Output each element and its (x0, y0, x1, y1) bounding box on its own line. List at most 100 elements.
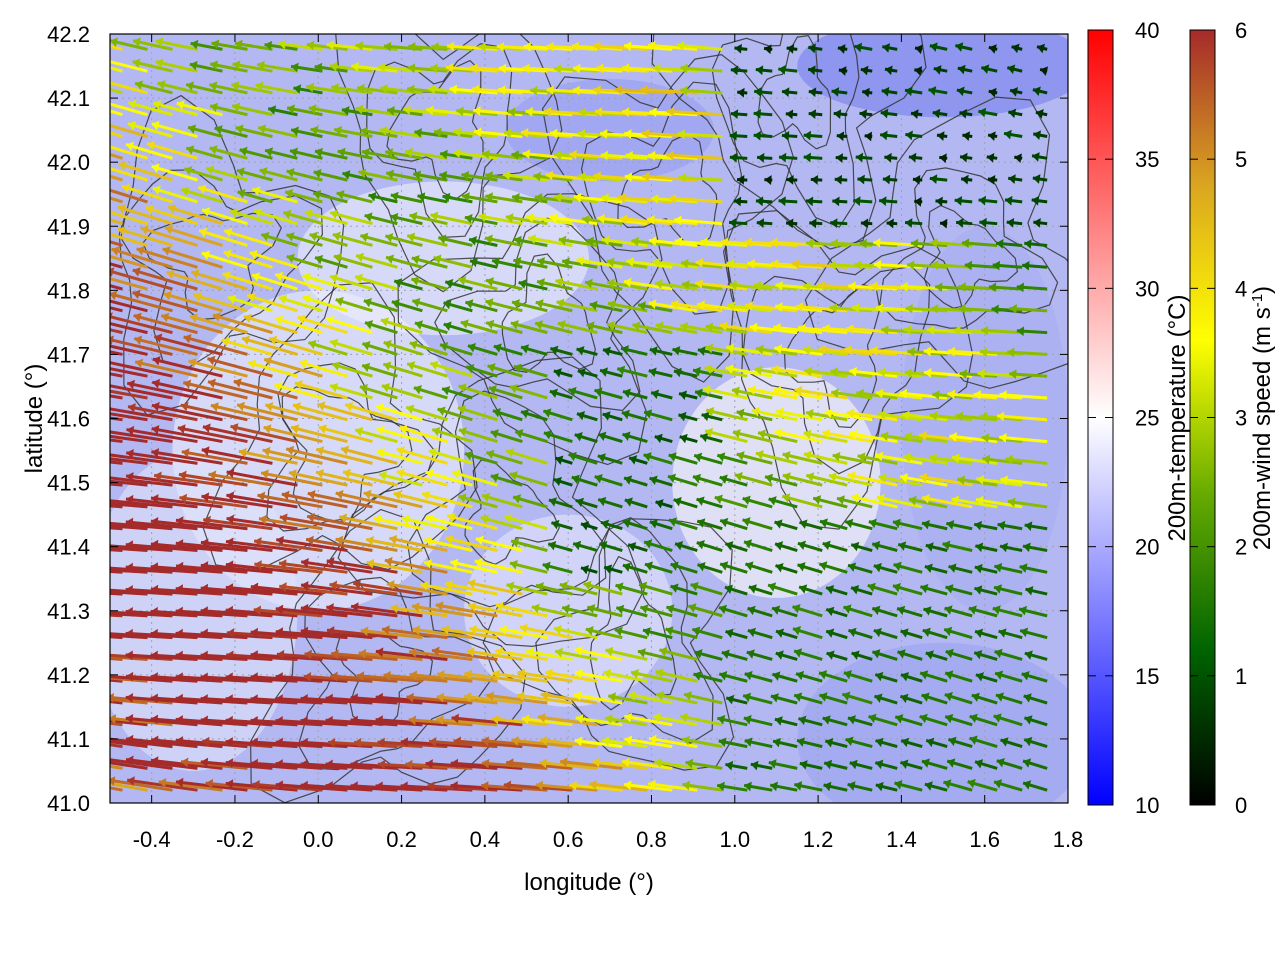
wind-vector (239, 146, 273, 160)
wind-vector (976, 474, 1023, 487)
wind-vector (110, 743, 123, 749)
wind-vector (125, 141, 173, 160)
wind-vector (306, 40, 348, 51)
wind-vector (649, 519, 673, 531)
wind-vector (549, 388, 573, 400)
wind-vector (509, 559, 548, 574)
wind-vector (513, 256, 548, 269)
wind-vector (441, 625, 498, 640)
temperature-tick-label: 35 (1135, 147, 1159, 172)
wind-vector (860, 218, 873, 229)
wind-vector (110, 476, 173, 487)
wind-vector (725, 694, 748, 705)
wind-vector (556, 298, 598, 313)
wind-vector (624, 712, 673, 727)
wind-vector (431, 646, 498, 661)
wind-vector (202, 423, 273, 444)
wind-vector (150, 714, 223, 727)
wind-vector (125, 540, 198, 553)
wind-vector (302, 294, 348, 313)
temperature-blob (797, 34, 1068, 118)
wind-vector (961, 238, 998, 249)
wind-vector (792, 626, 823, 640)
wind-vector (110, 66, 123, 73)
wind-vector (111, 246, 173, 269)
wind-vector (770, 237, 823, 248)
wind-vector (458, 427, 498, 444)
wind-vector (150, 606, 223, 618)
wind-vector (1019, 627, 1048, 640)
wind-vector (832, 451, 873, 465)
wind-vector (678, 390, 698, 400)
wind-vector (464, 213, 498, 226)
wind-vector (594, 387, 623, 400)
wind-vector (428, 447, 473, 465)
wind-vector (679, 433, 698, 444)
wind-vector (732, 428, 773, 444)
wind-vector (125, 628, 198, 640)
wind-vector (992, 605, 1023, 618)
contour-line (711, 34, 860, 228)
wind-vector (201, 736, 273, 749)
wind-vector (996, 411, 1048, 422)
x-tick-label: 1.2 (803, 827, 834, 852)
wind-vector (464, 450, 498, 465)
wind-vector (854, 42, 873, 53)
wind-vector (868, 713, 898, 727)
wind-vector (411, 297, 448, 313)
wind-vector (880, 108, 898, 119)
wind-vector (982, 454, 1023, 465)
wind-vector (615, 604, 648, 618)
wind-vector (696, 540, 723, 552)
wind-vector (512, 494, 548, 509)
wind-vector (637, 301, 673, 313)
wind-vector (955, 218, 973, 228)
wind-vector (511, 192, 548, 204)
wind-vector (729, 130, 748, 141)
wind-vector (235, 124, 273, 138)
wind-vector (951, 453, 998, 465)
wind-vector (485, 449, 523, 465)
temperature-tick-label: 25 (1135, 406, 1159, 431)
wind-vector (933, 65, 948, 75)
temperature-colorbar-ticks: 10 15 20 25 30 35 40 (1088, 18, 1159, 818)
wind-vector (110, 131, 123, 138)
wind-vector (378, 470, 423, 487)
wind-vector (125, 494, 198, 509)
wind-vector (619, 214, 673, 226)
wind-vector (743, 714, 773, 727)
wind-vector (668, 517, 698, 531)
wind-vector (1009, 369, 1048, 380)
temperature-colorbar: 10 15 20 25 30 35 40 200m-temperature (°C) (1087, 18, 1191, 818)
wind-vector (650, 389, 673, 400)
wind-vector (354, 273, 398, 291)
wind-vector (300, 557, 373, 574)
wind-vector (639, 604, 673, 618)
wind-vector (803, 152, 823, 163)
wind-vector (375, 403, 423, 422)
wind-vector (678, 172, 723, 183)
wind-vector (373, 514, 423, 531)
wind-vector (127, 403, 198, 422)
wind-vector (946, 519, 973, 531)
wind-vector (133, 312, 198, 335)
wind-vector (175, 584, 248, 596)
wind-vector (778, 196, 798, 207)
wind-vector (175, 606, 248, 618)
wind-vector (695, 257, 748, 269)
wind-vector (906, 260, 948, 271)
wind-vector (446, 512, 498, 531)
wind-vector (326, 40, 373, 51)
y-tick-label: 41.6 (47, 407, 90, 432)
wind-vector (659, 646, 698, 661)
wind-vector (275, 694, 348, 705)
wind-vector (275, 716, 348, 727)
wind-vector (848, 627, 873, 640)
wind-vector (795, 302, 848, 313)
wind-vector (525, 647, 573, 661)
wind-vector (724, 584, 748, 596)
wind-vector (792, 604, 823, 618)
wind-vector (181, 448, 248, 465)
wind-vector (110, 714, 173, 727)
wind-vector (649, 346, 673, 356)
